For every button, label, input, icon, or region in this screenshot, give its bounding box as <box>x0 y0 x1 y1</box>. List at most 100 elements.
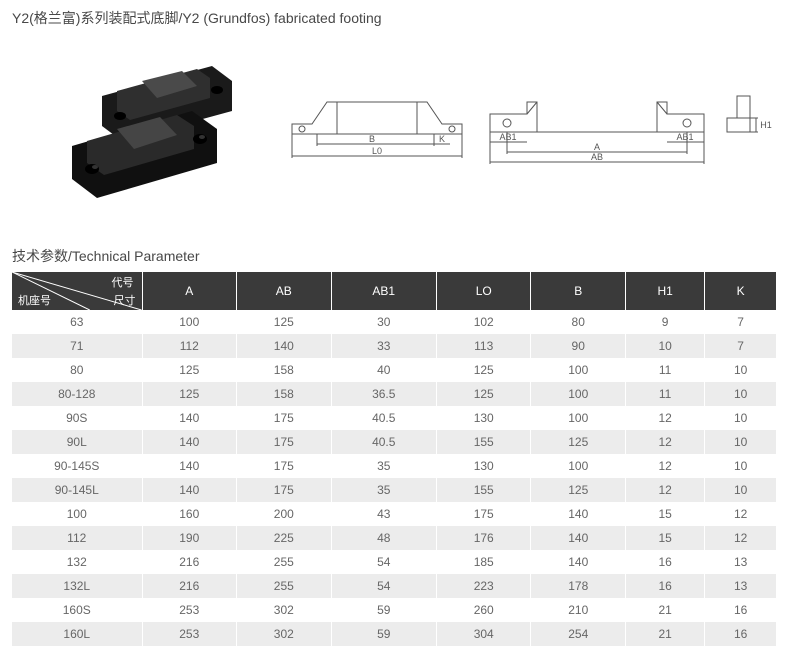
cell: 304 <box>436 622 531 646</box>
svg-text:AB1: AB1 <box>676 132 693 142</box>
cell: 160 <box>142 502 237 526</box>
cell: 48 <box>331 526 436 550</box>
cell: 10 <box>705 454 776 478</box>
row-name: 71 <box>12 334 142 358</box>
row-name: 90-145L <box>12 478 142 502</box>
corner-top-label: 代号 <box>112 274 134 290</box>
cell: 200 <box>237 502 332 526</box>
parameter-table: 代号 尺寸 机座号 AABAB1LOBH1K 63100125301028097… <box>12 272 776 646</box>
cell: 30 <box>331 310 436 334</box>
cell: 216 <box>142 550 237 574</box>
cell: 10 <box>705 478 776 502</box>
table-row: 711121403311390107 <box>12 334 776 358</box>
cell: 7 <box>705 334 776 358</box>
diagram-side: H1 <box>722 84 777 169</box>
cell: 10 <box>705 430 776 454</box>
table-row: 90S14017540.51301001210 <box>12 406 776 430</box>
cell: 12 <box>705 502 776 526</box>
cell: 140 <box>142 406 237 430</box>
cell: 100 <box>531 406 626 430</box>
svg-text:B: B <box>369 134 375 144</box>
col-header: LO <box>436 272 531 310</box>
cell: 13 <box>705 574 776 598</box>
cell: 125 <box>237 310 332 334</box>
row-name: 80-128 <box>12 382 142 406</box>
cell: 130 <box>436 406 531 430</box>
svg-text:K: K <box>439 134 445 144</box>
col-header: AB1 <box>331 272 436 310</box>
cell: 302 <box>237 622 332 646</box>
col-header: AB <box>237 272 332 310</box>
cell: 140 <box>531 550 626 574</box>
corner-bot-label: 机座号 <box>18 292 51 308</box>
table-row: 160L253302593042542116 <box>12 622 776 646</box>
cell: 175 <box>237 478 332 502</box>
row-name: 90S <box>12 406 142 430</box>
col-header: H1 <box>626 272 705 310</box>
cell: 36.5 <box>331 382 436 406</box>
cell: 260 <box>436 598 531 622</box>
cell: 190 <box>142 526 237 550</box>
cell: 54 <box>331 550 436 574</box>
cell: 10 <box>705 382 776 406</box>
table-row: 160S253302592602102116 <box>12 598 776 622</box>
cell: 112 <box>142 334 237 358</box>
cell: 10 <box>626 334 705 358</box>
cell: 175 <box>237 406 332 430</box>
cell: 40.5 <box>331 430 436 454</box>
cell: 176 <box>436 526 531 550</box>
cell: 210 <box>531 598 626 622</box>
row-name: 112 <box>12 526 142 550</box>
diagram-front: B K L0 <box>282 84 472 169</box>
cell: 12 <box>626 454 705 478</box>
page-title: Y2(格兰富)系列装配式底脚/Y2 (Grundfos) fabricated … <box>12 8 776 28</box>
cell: 11 <box>626 382 705 406</box>
cell: 12 <box>626 406 705 430</box>
corner-mid-label: 尺寸 <box>114 292 136 308</box>
cell: 140 <box>142 478 237 502</box>
cell: 130 <box>436 454 531 478</box>
cell: 10 <box>705 406 776 430</box>
row-name: 63 <box>12 310 142 334</box>
cell: 100 <box>531 382 626 406</box>
cell: 158 <box>237 382 332 406</box>
cell: 59 <box>331 622 436 646</box>
cell: 253 <box>142 622 237 646</box>
table-row: 80125158401251001110 <box>12 358 776 382</box>
cell: 16 <box>705 622 776 646</box>
row-name: 100 <box>12 502 142 526</box>
cell: 216 <box>142 574 237 598</box>
cell: 9 <box>626 310 705 334</box>
visual-row: B K L0 AB1 AB1 <box>12 46 776 206</box>
svg-text:A: A <box>594 142 600 152</box>
cell: 12 <box>626 430 705 454</box>
cell: 12 <box>626 478 705 502</box>
cell: 178 <box>531 574 626 598</box>
cell: 100 <box>531 358 626 382</box>
row-name: 90L <box>12 430 142 454</box>
cell: 223 <box>436 574 531 598</box>
technical-diagrams: B K L0 AB1 AB1 <box>282 84 777 169</box>
cell: 35 <box>331 454 436 478</box>
table-row: 112190225481761401512 <box>12 526 776 550</box>
cell: 140 <box>237 334 332 358</box>
product-photo <box>62 46 262 206</box>
row-name: 132 <box>12 550 142 574</box>
cell: 100 <box>142 310 237 334</box>
cell: 21 <box>626 622 705 646</box>
cell: 11 <box>626 358 705 382</box>
svg-text:H1: H1 <box>760 120 772 130</box>
cell: 254 <box>531 622 626 646</box>
cell: 225 <box>237 526 332 550</box>
cell: 33 <box>331 334 436 358</box>
svg-text:L0: L0 <box>372 146 382 156</box>
cell: 15 <box>626 502 705 526</box>
cell: 175 <box>436 502 531 526</box>
cell: 80 <box>531 310 626 334</box>
corner-header: 代号 尺寸 机座号 <box>12 272 142 310</box>
cell: 21 <box>626 598 705 622</box>
table-body: 6310012530102809771112140331139010780125… <box>12 310 776 646</box>
cell: 40.5 <box>331 406 436 430</box>
cell: 43 <box>331 502 436 526</box>
row-name: 90-145S <box>12 454 142 478</box>
